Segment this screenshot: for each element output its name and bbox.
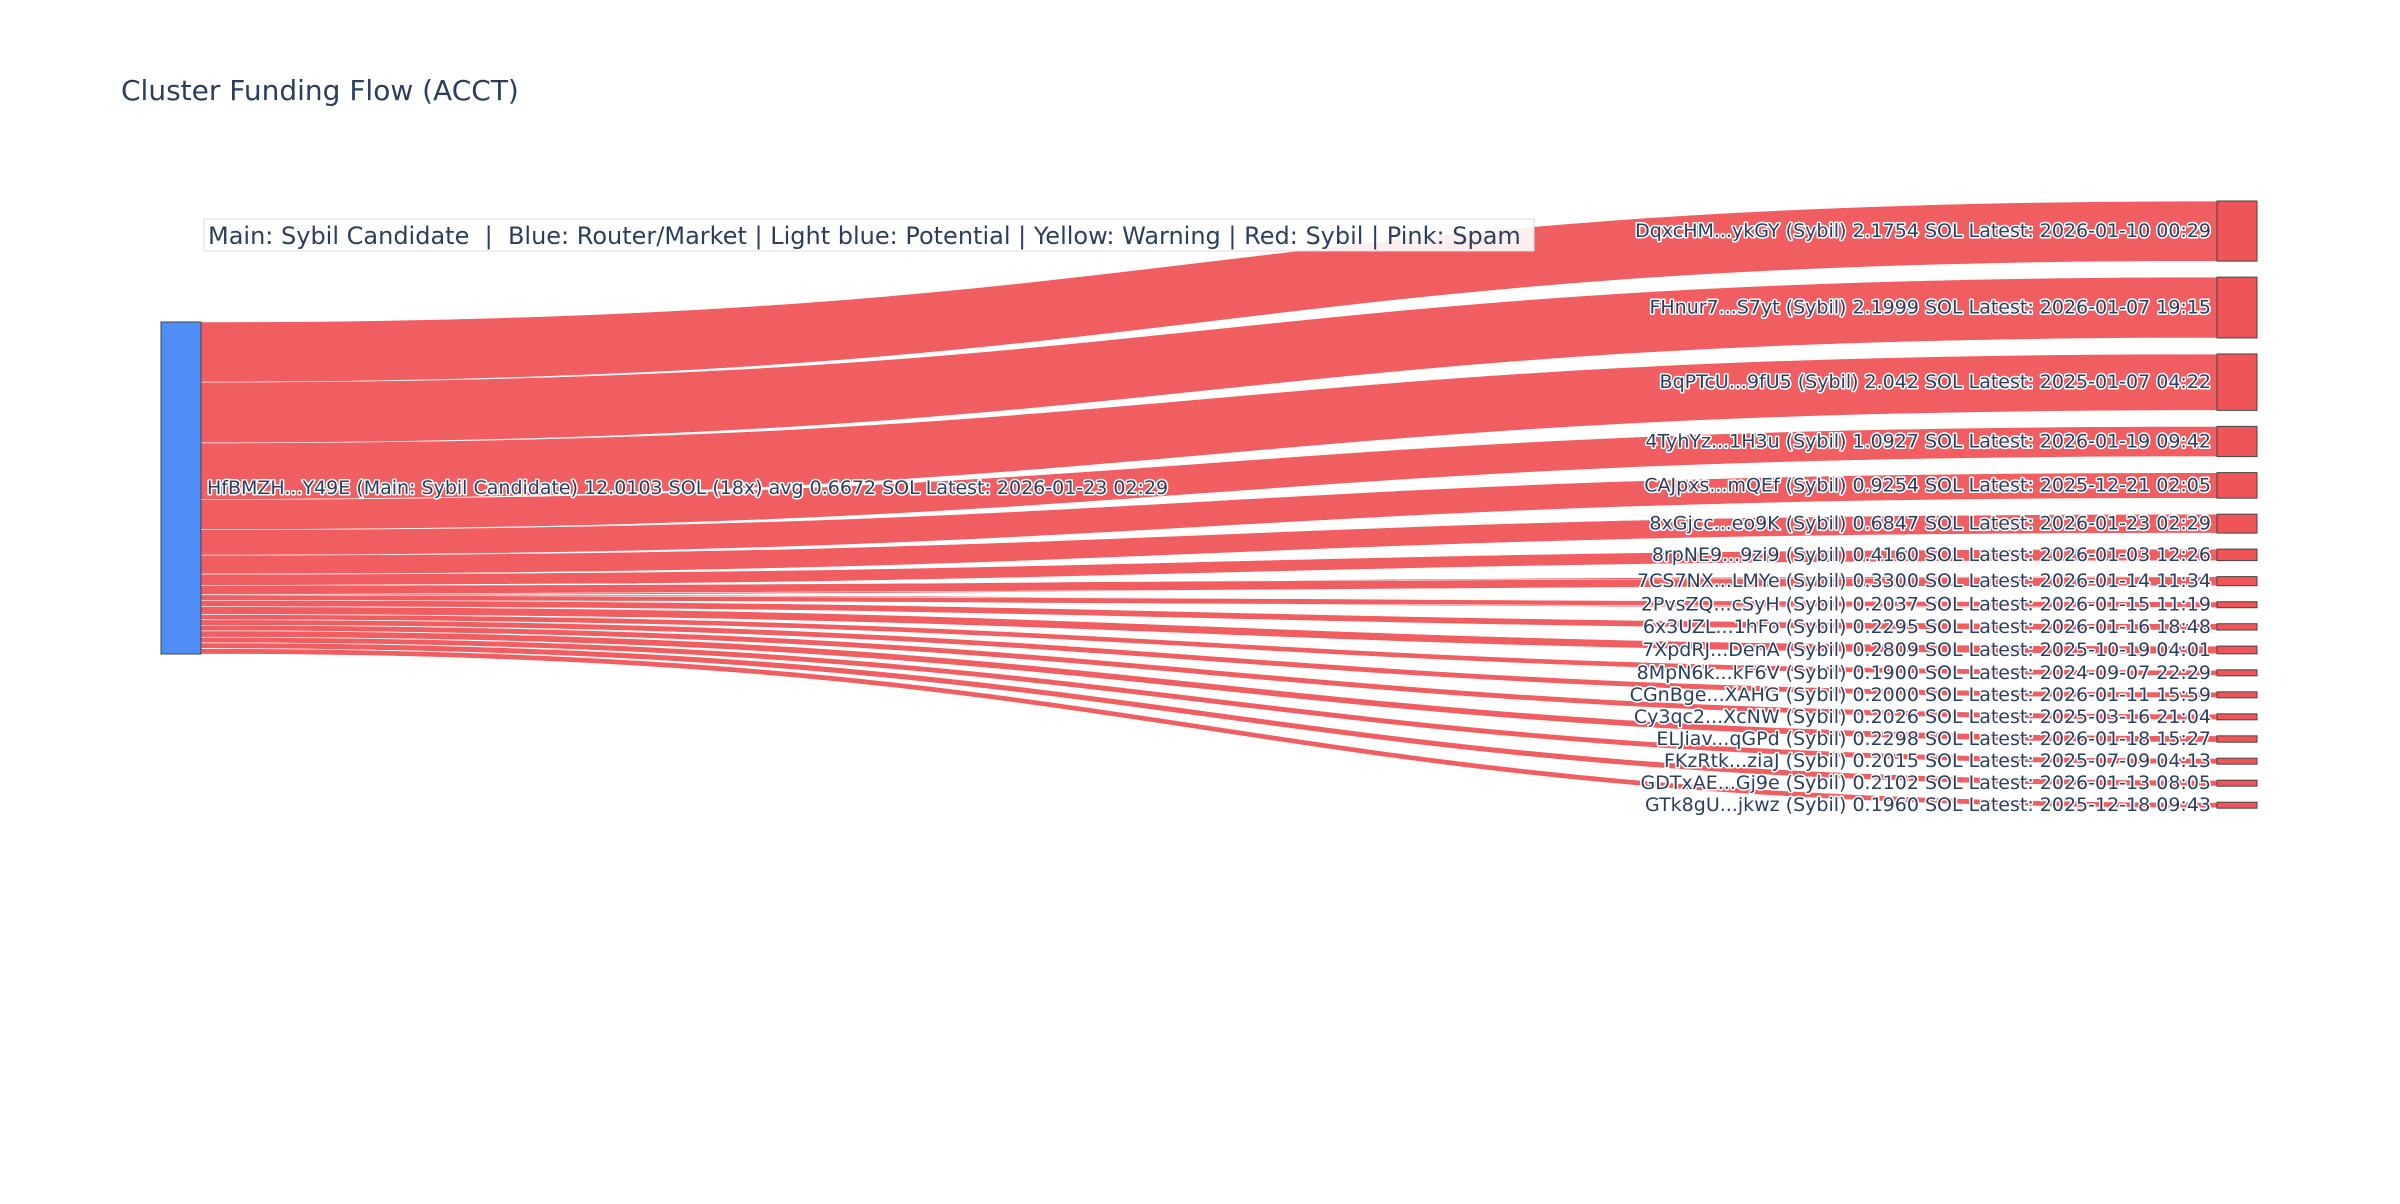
target-label: 7XpdRJ...DenA (Sybil) 0.2809 SOL Latest:… (1642, 639, 2211, 661)
target-label: GTk8gU...jkwz (Sybil) 0.1960 SOL Latest:… (1645, 794, 2211, 816)
target-label: 2PvsZQ...cSyH (Sybil) 0.2037 SOL Latest:… (1641, 594, 2211, 616)
annotation-box (203, 218, 1535, 252)
nodes-layer (160, 200, 2258, 809)
target-node (2216, 353, 2258, 411)
target-node (2216, 276, 2258, 339)
labels-layer: HfBMZH...Y49E (Main: Sybil Candidate) 12… (206, 219, 2213, 818)
target-label-halo: 7CS7NX...LMYe (Sybil) 0.3300 SOL Latest:… (1637, 570, 2211, 592)
target-label-halo: 8rpNE9...9zi9 (Sybil) 0.4160 SOL Latest:… (1652, 544, 2211, 566)
target-node (2216, 472, 2258, 499)
target-label-halo: FHnur7...S7yt (Sybil) 2.1999 SOL Latest:… (1649, 297, 2211, 319)
target-label-halo: FKzRtk...ziaJ (Sybil) 0.2015 SOL Latest:… (1664, 750, 2211, 772)
target-label-halo: 2PvsZQ...cSyH (Sybil) 0.2037 SOL Latest:… (1641, 594, 2211, 616)
source-node (160, 321, 202, 655)
target-label-halo: GDTxAE...Gj9e (Sybil) 0.2102 SOL Latest:… (1641, 772, 2211, 794)
target-label-halo: CGnBge...XAHG (Sybil) 0.2000 SOL Latest:… (1630, 684, 2211, 706)
target-label-halo: ELJiav...qGPd (Sybil) 0.2298 SOL Latest:… (1656, 728, 2211, 750)
target-label-halo: BqPTcU...9fU5 (Sybil) 2.042 SOL Latest: … (1660, 371, 2211, 393)
target-label: 4TyhYz...1H3u (Sybil) 1.0927 SOL Latest:… (1645, 430, 2211, 452)
target-label-halo: 8xGjcc...eo9K (Sybil) 0.6847 SOL Latest:… (1649, 513, 2211, 535)
target-node (2216, 200, 2258, 262)
target-node (2216, 691, 2258, 699)
target-node (2216, 513, 2258, 534)
target-label: FHnur7...S7yt (Sybil) 2.1999 SOL Latest:… (1649, 297, 2211, 319)
target-label: ELJiav...qGPd (Sybil) 0.2298 SOL Latest:… (1656, 728, 2211, 750)
target-node (2216, 425, 2258, 458)
target-label: 8MpN6k...kF6V (Sybil) 0.1900 SOL Latest:… (1637, 662, 2211, 684)
target-label: CGnBge...XAHG (Sybil) 0.2000 SOL Latest:… (1630, 684, 2211, 706)
target-node (2216, 623, 2258, 631)
target-label: 6x3UZL...1hFo (Sybil) 0.2295 SOL Latest:… (1643, 616, 2211, 638)
target-label-halo: 4TyhYz...1H3u (Sybil) 1.0927 SOL Latest:… (1645, 430, 2211, 452)
target-node (2216, 601, 2258, 609)
target-label: 8rpNE9...9zi9 (Sybil) 0.4160 SOL Latest:… (1652, 544, 2211, 566)
target-label: DqxcHM...ykGY (Sybil) 2.1754 SOL Latest:… (1635, 220, 2211, 242)
target-label-halo: Cy3qc2...XcNW (Sybil) 0.2026 SOL Latest:… (1634, 706, 2211, 728)
target-node (2216, 735, 2258, 743)
legend-annotation: Main: Sybil Candidate | Blue: Router/Mar… (203, 218, 1535, 252)
target-label: Cy3qc2...XcNW (Sybil) 0.2026 SOL Latest:… (1634, 706, 2211, 728)
chart-title: Cluster Funding Flow (ACCT) (121, 74, 519, 107)
source-label-halo: HfBMZH...Y49E (Main: Sybil Candidate) 12… (207, 477, 1168, 499)
target-label-halo: 7XpdRJ...DenA (Sybil) 0.2809 SOL Latest:… (1642, 639, 2211, 661)
target-label: FKzRtk...ziaJ (Sybil) 0.2015 SOL Latest:… (1664, 750, 2211, 772)
target-label: 8xGjcc...eo9K (Sybil) 0.6847 SOL Latest:… (1649, 513, 2211, 535)
target-label-halo: 6x3UZL...1hFo (Sybil) 0.2295 SOL Latest:… (1643, 616, 2211, 638)
target-label: BqPTcU...9fU5 (Sybil) 2.042 SOL Latest: … (1660, 371, 2211, 393)
target-label: CAJpxs...mQEf (Sybil) 0.9254 SOL Latest:… (1644, 474, 2211, 496)
target-label-halo: GTk8gU...jkwz (Sybil) 0.1960 SOL Latest:… (1645, 794, 2211, 816)
target-label-halo: CAJpxs...mQEf (Sybil) 0.9254 SOL Latest:… (1644, 474, 2211, 496)
source-label: HfBMZH...Y49E (Main: Sybil Candidate) 12… (207, 477, 1168, 499)
target-label: GDTxAE...Gj9e (Sybil) 0.2102 SOL Latest:… (1641, 772, 2211, 794)
target-node (2216, 645, 2258, 655)
target-node (2216, 548, 2258, 562)
target-label: 7CS7NX...LMYe (Sybil) 0.3300 SOL Latest:… (1637, 570, 2211, 592)
target-node (2216, 801, 2258, 809)
target-node (2216, 669, 2258, 677)
annotation-text: Main: Sybil Candidate | Blue: Router/Mar… (208, 222, 1521, 250)
target-label-halo: DqxcHM...ykGY (Sybil) 2.1754 SOL Latest:… (1635, 220, 2211, 242)
target-label-halo: 8MpN6k...kF6V (Sybil) 0.1900 SOL Latest:… (1637, 662, 2211, 684)
target-node (2216, 779, 2258, 787)
target-node (2216, 713, 2258, 721)
target-node (2216, 757, 2258, 765)
target-node (2216, 576, 2258, 587)
